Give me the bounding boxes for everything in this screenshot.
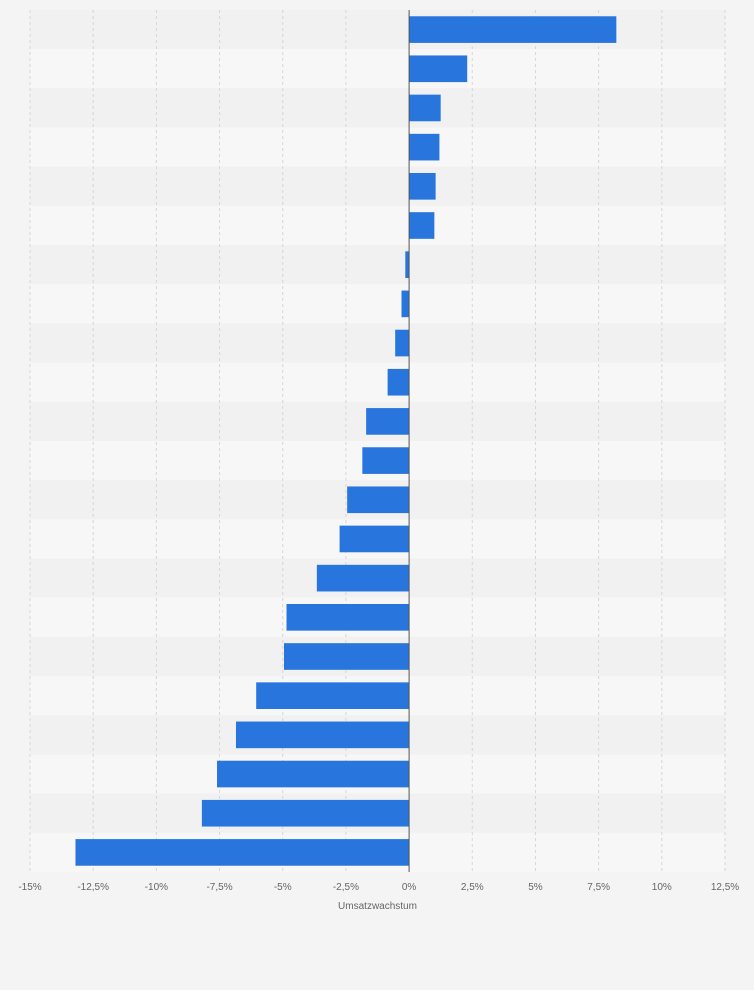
row-band xyxy=(30,166,725,206)
row-band xyxy=(30,127,725,167)
bar[interactable] xyxy=(217,760,410,788)
row-band xyxy=(30,362,725,402)
bar[interactable] xyxy=(75,839,410,866)
bar[interactable] xyxy=(283,643,410,670)
x-tick-label: -10% xyxy=(145,882,168,893)
x-tick-label: 10% xyxy=(652,882,672,893)
row-band xyxy=(30,323,725,363)
x-tick-label: 0% xyxy=(402,882,417,893)
bar[interactable] xyxy=(339,525,410,553)
x-tick-label: -12,5% xyxy=(77,882,109,893)
x-tick-label: -2,5% xyxy=(333,882,359,893)
x-axis-tick-labels: -15% -12,5% -10% -7,5% -5% -2,5% 0% 2,5% 5% 7,5% 1… xyxy=(18,882,739,893)
row-band xyxy=(30,284,725,324)
bar[interactable] xyxy=(401,290,410,318)
row-band xyxy=(30,49,725,89)
bar[interactable] xyxy=(347,486,410,514)
x-tick-label: 7,5% xyxy=(587,882,610,893)
x-tick-label: 2,5% xyxy=(461,882,484,893)
bar[interactable] xyxy=(316,564,410,592)
x-tick-label: -7,5% xyxy=(206,882,232,893)
bar[interactable] xyxy=(286,603,410,631)
x-axis-title: Umsatzwachstum xyxy=(338,901,417,912)
x-tick-label: 5% xyxy=(528,882,543,893)
bar[interactable] xyxy=(409,172,436,200)
row-band xyxy=(30,10,725,50)
bar[interactable] xyxy=(395,329,410,357)
bars xyxy=(75,16,617,866)
bar[interactable] xyxy=(405,251,410,279)
bar[interactable] xyxy=(409,212,435,239)
row-band xyxy=(30,205,725,246)
x-tick-label: 12,5% xyxy=(711,882,739,893)
x-tick-label: -5% xyxy=(274,882,292,893)
bar[interactable] xyxy=(387,368,410,396)
bar[interactable] xyxy=(409,133,440,161)
bar[interactable] xyxy=(362,447,410,474)
bar[interactable] xyxy=(366,408,410,435)
bar[interactable] xyxy=(235,721,410,749)
bar[interactable] xyxy=(409,55,468,83)
bar[interactable] xyxy=(256,682,410,710)
row-band xyxy=(30,245,725,285)
bar[interactable] xyxy=(409,16,617,43)
row-band xyxy=(30,88,725,128)
bar[interactable] xyxy=(409,94,441,122)
bar[interactable] xyxy=(201,799,410,827)
x-tick-label: -15% xyxy=(18,882,41,893)
